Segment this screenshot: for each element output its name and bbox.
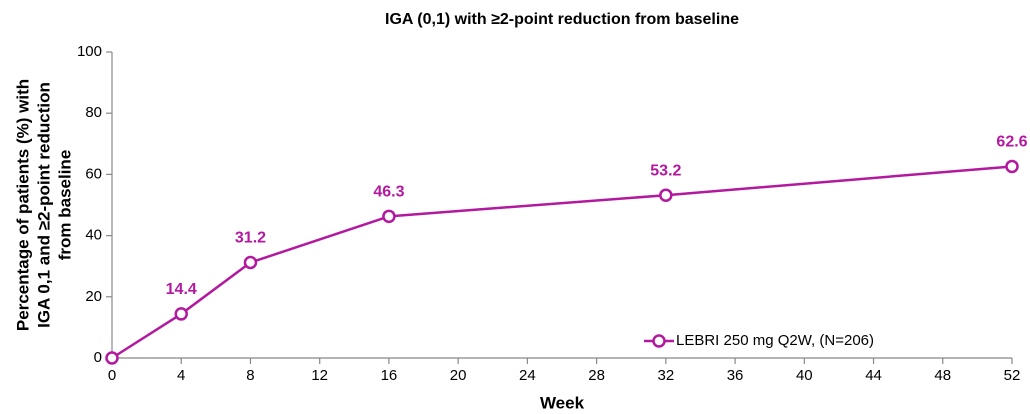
legend-label: LEBRI 250 mg Q2W, (N=206)	[676, 332, 874, 349]
x-tick-label: 24	[519, 367, 536, 384]
data-label: 31.2	[235, 230, 266, 247]
x-tick-label: 28	[588, 367, 605, 384]
x-tick-label: 44	[865, 367, 882, 384]
y-tick-label: 0	[94, 349, 102, 366]
point	[243, 255, 258, 270]
x-tick-label: 36	[727, 367, 744, 384]
x-tick-label: 4	[177, 367, 185, 384]
point	[174, 307, 188, 321]
legend-marker	[652, 334, 666, 348]
x-tick-label: 0	[108, 367, 116, 384]
x-tick-label: 20	[450, 367, 467, 384]
point	[1005, 159, 1019, 174]
point	[659, 188, 673, 202]
y-tick-label: 100	[77, 43, 102, 60]
data-label: 62.6	[996, 134, 1027, 151]
x-tick-label: 48	[934, 367, 951, 384]
x-tick-label: 8	[246, 367, 254, 384]
x-tick-label: 32	[658, 367, 675, 384]
y-axis-label-line: from baseline	[55, 150, 74, 261]
y-tick-label: 80	[85, 104, 102, 121]
point	[382, 209, 396, 224]
data-label: 46.3	[373, 184, 404, 201]
point	[105, 351, 119, 365]
x-tick-label: 52	[1004, 367, 1021, 384]
chart-title: IGA (0,1) with ≥2-point reduction from b…	[385, 11, 739, 28]
y-axis-label-line: Percentage of patients (%) with	[13, 79, 32, 331]
x-tick-label: 12	[311, 367, 328, 384]
x-tick-label: 40	[796, 367, 813, 384]
y-axis-label-line: IGA 0,1 and ≥2-point reduction	[34, 82, 53, 328]
y-tick-label: 40	[85, 227, 102, 244]
data-label: 53.2	[650, 162, 681, 179]
y-axis-label: Percentage of patients (%) with IGA 0,1 …	[13, 79, 74, 331]
line	[111, 165, 1013, 360]
x-axis-label: Week	[540, 393, 585, 412]
x-tick-label: 16	[381, 367, 398, 384]
data-label: 14.4	[166, 281, 197, 298]
y-tick-label: 60	[85, 165, 102, 182]
y-tick-label: 20	[85, 288, 102, 305]
